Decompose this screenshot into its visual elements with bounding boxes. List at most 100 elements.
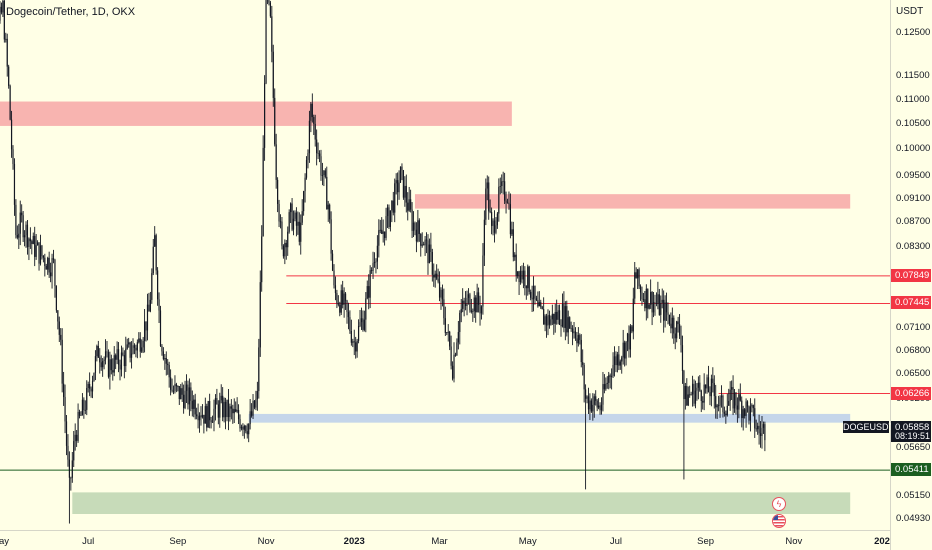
- candle-body-2022-11-14: [284, 242, 286, 257]
- candle-body-2023-02-17: [421, 244, 423, 246]
- zone-3[interactable]: [72, 492, 851, 514]
- candle-body-2023-08-21: [689, 394, 691, 396]
- lightning-icon[interactable]: ϟ: [772, 497, 786, 511]
- candle-body-2022-05-19: [25, 224, 27, 236]
- candle-body-2022-08-08: [142, 340, 144, 348]
- candle-body-2023-05-11: [541, 306, 543, 310]
- candle-body-2023-08-22: [690, 394, 692, 396]
- candle-body-2022-10-18: [245, 425, 247, 432]
- candle-body-2022-11-27: [303, 191, 305, 212]
- candle-body-2023-05-26: [563, 303, 565, 328]
- candle-body-2022-06-25: [78, 411, 81, 416]
- candle-body-2023-01-01: [353, 341, 355, 343]
- candle-body-2023-06-14: [590, 400, 592, 412]
- candle-body-2022-09-25: [211, 422, 214, 423]
- candle-body-2023-08-03: [663, 299, 665, 321]
- candle-body-2023-07-18: [639, 286, 642, 293]
- symbol-name: Dogecoin/Tether: [6, 6, 86, 18]
- candle-body-2022-10-23: [252, 400, 254, 416]
- candle-body-2023-03-08: [449, 331, 451, 347]
- candle-body-2023-09-30: [746, 401, 749, 407]
- candle-body-2023-07-01: [615, 356, 617, 366]
- candle-body-2022-07-21: [116, 349, 118, 360]
- candle-body-2022-05-23: [31, 241, 33, 244]
- candle-body-2022-10-13: [237, 409, 240, 420]
- candle-body-2023-09-29: [745, 401, 747, 416]
- candle-body-2022-05-22: [29, 238, 31, 242]
- candle-body-2023-07-11: [629, 326, 632, 350]
- candle-body-2022-06-14: [63, 383, 65, 398]
- candle-body-2022-06-23: [76, 434, 78, 441]
- candle-body-2023-02-07: [407, 202, 409, 211]
- candle-body-2023-01-12: [369, 270, 371, 298]
- interval[interactable]: 1D: [91, 6, 106, 18]
- candle-body-2023-01-19: [379, 229, 381, 231]
- currency-label[interactable]: USDT: [896, 6, 924, 17]
- candle-body-2022-11-04: [269, 2, 271, 17]
- candle-body-2023-06-08: [582, 362, 584, 365]
- candle-body-2023-03-20: [466, 297, 468, 307]
- candle-body-2022-11-08: [275, 144, 277, 180]
- candle-body-2022-10-08: [230, 406, 232, 409]
- candle-body-2023-03-10: [451, 365, 454, 379]
- candle-body-2023-03-11: [453, 354, 455, 379]
- zone-1[interactable]: [414, 194, 851, 209]
- candle-body-2022-10-19: [246, 431, 248, 435]
- candle-body-2022-11-16: [287, 231, 289, 248]
- candle-body-2023-05-13: [544, 316, 546, 325]
- time-tick: 2023: [343, 536, 365, 547]
- us-flag-icon[interactable]: [772, 514, 786, 528]
- candle-body-2023-03-04: [443, 299, 445, 319]
- candle-body-2023-04-11: [498, 186, 500, 214]
- time-tick: Sep: [169, 536, 187, 547]
- candle-body-2023-09-09: [716, 405, 718, 408]
- candle-body-2022-07-28: [126, 344, 128, 349]
- candle-body-2022-11-06: [272, 51, 274, 98]
- candle-body-2022-11-21: [294, 212, 296, 219]
- candle-body-2022-05-20: [26, 224, 29, 247]
- zone-0[interactable]: [0, 101, 512, 126]
- candle-body-2023-09-03: [707, 377, 710, 393]
- candle-body-2022-12-23: [340, 290, 342, 313]
- candle-body-2023-02-24: [431, 251, 433, 275]
- candle-body-2023-02-10: [411, 209, 413, 231]
- candle-body-2023-04-17: [506, 202, 509, 204]
- candle-body-2023-03-03: [441, 289, 444, 300]
- candle-body-2023-04-22: [514, 254, 516, 258]
- candle-body-2022-08-22: [162, 351, 164, 360]
- time-tick: Nov: [785, 536, 803, 547]
- time-tick: Mar: [431, 536, 448, 547]
- candle-body-2023-06-17: [595, 396, 597, 401]
- candle-body-2023-04-29: [524, 270, 526, 286]
- candle-body-2022-10-15: [240, 426, 243, 429]
- candle-body-2022-08-11: [146, 304, 149, 331]
- candle-body-2023-09-17: [728, 400, 730, 406]
- candle-body-2023-01-16: [375, 261, 377, 263]
- candle-body-2022-07-08: [97, 345, 99, 358]
- candle-body-2023-01-24: [386, 207, 389, 217]
- candle-body-2023-01-27: [391, 200, 393, 211]
- exchange: OKX: [111, 6, 136, 18]
- candle-body-2023-06-22: [602, 384, 604, 405]
- candle-body-2023-03-14: [457, 332, 459, 343]
- candle-body-2022-06-28: [83, 399, 85, 411]
- candle-body-2022-06-07: [52, 258, 55, 260]
- candle-body-2023-06-06: [579, 335, 581, 340]
- candle-body-2022-08-23: [164, 358, 166, 360]
- candle-body-2022-05-12: [15, 204, 17, 236]
- candle-body-2023-01-06: [360, 318, 363, 323]
- candle-body-2023-04-15: [504, 181, 506, 201]
- candle-body-2023-04-14: [502, 181, 504, 183]
- candle-body-2022-07-22: [117, 349, 120, 365]
- candle-body-2023-09-05: [710, 378, 712, 397]
- zone-2[interactable]: [248, 413, 851, 423]
- candle-body-2022-06-05: [50, 272, 52, 277]
- time-tick: Jul: [609, 536, 623, 547]
- candle-body-2022-10-03: [223, 401, 225, 418]
- candle-body-2022-11-24: [298, 221, 300, 242]
- candle-body-2023-03-12: [454, 354, 457, 356]
- candle-body-2022-08-31: [175, 384, 177, 387]
- candle-body-2023-03-31: [482, 255, 484, 307]
- candle-body-2022-11-23: [297, 221, 299, 226]
